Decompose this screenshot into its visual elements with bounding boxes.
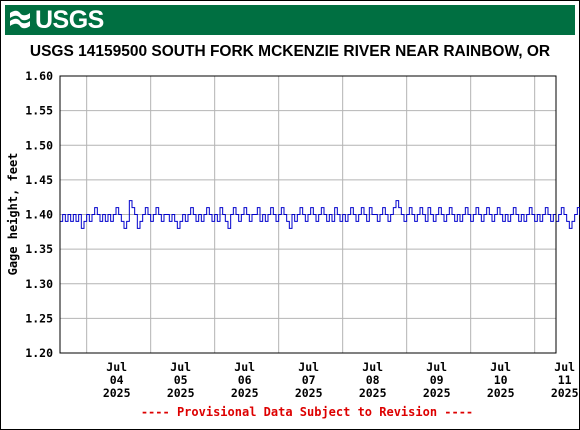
x-tick-month-label: Jul	[106, 360, 127, 374]
y-tick-label: 1.30	[25, 277, 53, 291]
x-tick-day-label: 11	[558, 373, 572, 387]
x-tick-year-label: 2025	[359, 386, 387, 400]
x-tick-month-label: Jul	[298, 360, 319, 374]
x-tick-month-label: Jul	[490, 360, 511, 374]
y-tick-label: 1.45	[25, 173, 53, 187]
x-tick-day-label: 10	[494, 373, 508, 387]
chart-title: USGS 14159500 SOUTH FORK MCKENZIE RIVER …	[29, 43, 551, 60]
plot-border	[59, 75, 557, 354]
x-tick-year-label: 2025	[423, 386, 451, 400]
x-tick-day-label: 07	[302, 373, 316, 387]
y-tick-label: 1.50	[25, 138, 53, 152]
x-tick-month-label: Jul	[554, 360, 575, 374]
x-tick-year-label: 2025	[551, 386, 579, 400]
x-tick-day-label: 05	[174, 373, 188, 387]
x-tick-day-label: 08	[366, 373, 380, 387]
x-tick-year-label: 2025	[103, 386, 131, 400]
y-tick-label: 1.25	[25, 311, 53, 325]
x-tick-year-label: 2025	[295, 386, 323, 400]
y-tick-labels: 1.20 1.25 1.30 1.35 1.40 1.45 1.50 1.55 1.60	[25, 69, 53, 360]
provisional-data-note: ---- Provisional Data Subject to Revisio…	[141, 405, 473, 419]
x-tick-labels: Jul042025Jul052025Jul062025Jul072025Jul0…	[103, 360, 579, 400]
x-tick-day-label: 04	[110, 373, 124, 387]
usgs-logo-text: USGS	[35, 6, 104, 34]
usgs-logo-icon	[9, 9, 31, 31]
usgs-banner: USGS	[5, 5, 575, 35]
y-tick-label: 1.20	[25, 346, 53, 360]
y-axis-label: Gage height, feet	[6, 153, 20, 276]
y-tick-label: 1.35	[25, 242, 53, 256]
y-tick-label: 1.55	[25, 104, 53, 118]
x-tick-year-label: 2025	[487, 386, 515, 400]
y-tick-label: 1.40	[25, 208, 53, 222]
x-tick-year-label: 2025	[167, 386, 195, 400]
x-tick-month-label: Jul	[426, 360, 447, 374]
x-tick-day-label: 09	[430, 373, 444, 387]
x-tick-day-label: 06	[238, 373, 252, 387]
series-layer	[60, 200, 580, 229]
x-tick-month-label: Jul	[362, 360, 383, 374]
x-tick-month-label: Jul	[170, 360, 191, 374]
y-tick-label: 1.60	[25, 69, 53, 83]
gage-height-series-line	[60, 200, 580, 229]
x-tick-year-label: 2025	[231, 386, 259, 400]
x-tick-month-label: Jul	[234, 360, 255, 374]
